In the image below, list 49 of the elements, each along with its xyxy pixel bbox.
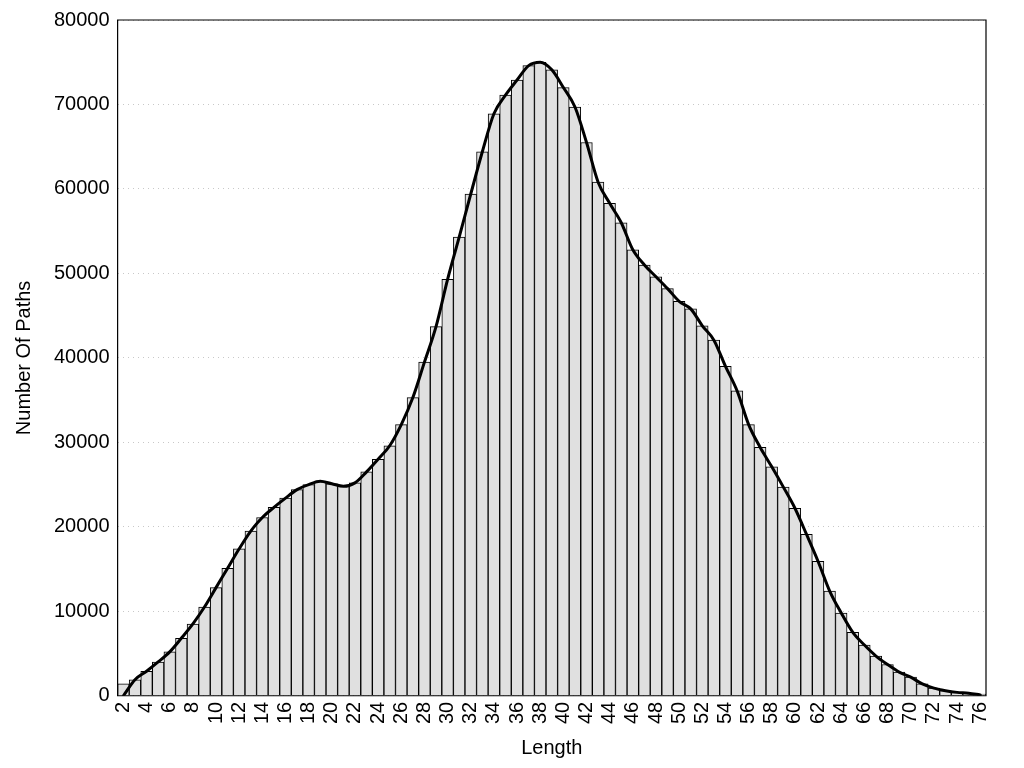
x-tick-label: 68 [875, 701, 898, 724]
x-tick-label: 30 [435, 701, 458, 724]
x-tick-label: 18 [296, 701, 319, 724]
x-tick-label: 36 [504, 701, 527, 724]
x-tick-label: 32 [458, 701, 481, 724]
y-tick-label: 70000 [53, 91, 110, 114]
x-tick-label: 70 [898, 701, 921, 724]
x-tick-label: 54 [713, 701, 735, 724]
y-tick-label: 50000 [53, 260, 110, 283]
x-tick-label: 40 [550, 701, 573, 724]
x-tick-label: 46 [620, 701, 643, 724]
y-tick-label: 10000 [53, 598, 110, 621]
x-tick-label: 34 [481, 701, 504, 724]
x-tick-label: 12 [226, 701, 249, 724]
x-tick-label: 14 [249, 701, 272, 724]
x-tick-label: 66 [851, 701, 874, 724]
x-tick-label: 76 [967, 701, 990, 724]
x-tick-label: 42 [574, 701, 597, 724]
x-tick-label: 2 [110, 701, 133, 713]
x-tick-label: 74 [944, 701, 967, 724]
x-tick-label: 10 [203, 701, 226, 724]
y-tick-label: 60000 [53, 176, 110, 199]
y-tick-label: 30000 [53, 429, 110, 452]
y-tick-label: 20000 [53, 514, 110, 537]
x-axis-title: Length [521, 735, 583, 758]
x-tick-label: 20 [319, 701, 342, 724]
x-tick-label: 28 [411, 701, 434, 724]
x-tick-label: 4 [134, 701, 157, 713]
x-tick-label: 72 [921, 701, 944, 724]
x-tick-label: 22 [342, 701, 365, 724]
x-tick-label: 44 [597, 701, 620, 724]
x-tick-label: 64 [828, 701, 851, 724]
x-tick-label: 62 [805, 701, 828, 724]
x-tick-label: 56 [736, 701, 759, 724]
x-tick-label: 38 [527, 701, 550, 724]
x-tick-label: 8 [180, 701, 203, 713]
x-tick-label: 50 [666, 701, 689, 724]
y-tick-label: 40000 [53, 345, 110, 368]
x-tick-label: 16 [273, 701, 296, 724]
x-tick-label: 26 [388, 701, 411, 724]
x-tick-label: 6 [157, 701, 180, 713]
y-axis-title: Number Of Paths [11, 280, 34, 436]
y-tick-label: 80000 [53, 7, 110, 30]
x-tick-label: 60 [782, 701, 805, 724]
x-tick-label: 24 [365, 701, 388, 724]
x-tick-label: 52 [689, 701, 712, 724]
y-tick-label: 0 [98, 683, 110, 706]
x-tick-label: 48 [643, 701, 666, 724]
x-tick-label: 58 [759, 701, 782, 724]
